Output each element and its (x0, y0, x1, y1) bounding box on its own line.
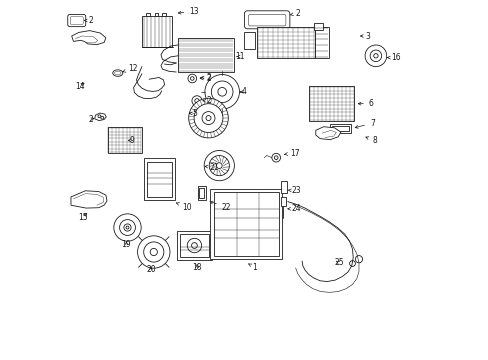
Circle shape (216, 163, 222, 168)
Bar (178, 38, 233, 72)
Text: 20: 20 (146, 266, 155, 275)
Text: 23: 23 (288, 186, 301, 195)
Circle shape (101, 116, 103, 119)
Text: 9: 9 (128, 136, 134, 145)
Circle shape (204, 75, 239, 109)
Bar (142, 16, 172, 47)
Text: 4: 4 (240, 87, 246, 96)
Circle shape (150, 248, 157, 256)
Text: 14: 14 (75, 82, 84, 91)
Circle shape (349, 261, 355, 266)
Text: 24: 24 (287, 204, 301, 213)
Circle shape (211, 81, 232, 103)
Bar (280, 197, 285, 206)
Circle shape (126, 226, 129, 229)
Text: 13: 13 (178, 7, 199, 16)
Text: 16: 16 (386, 53, 400, 62)
Text: 10: 10 (176, 202, 191, 212)
Circle shape (188, 98, 228, 138)
Bar (154, 13, 158, 16)
Circle shape (369, 50, 381, 62)
Circle shape (355, 256, 362, 263)
Text: 2: 2 (203, 96, 210, 105)
Circle shape (271, 153, 280, 162)
Text: 17: 17 (284, 149, 299, 158)
Polygon shape (72, 31, 106, 45)
Bar (147, 162, 171, 197)
Circle shape (218, 87, 226, 96)
Circle shape (274, 156, 277, 159)
Circle shape (202, 112, 215, 125)
Circle shape (204, 150, 234, 181)
Circle shape (98, 115, 101, 118)
Circle shape (209, 156, 229, 176)
Bar (313, 23, 322, 30)
Text: 25: 25 (333, 258, 343, 267)
Text: 8: 8 (365, 136, 376, 145)
Bar (213, 192, 279, 256)
Circle shape (143, 242, 163, 262)
Text: 2: 2 (200, 74, 210, 83)
Circle shape (187, 238, 201, 253)
Text: 12: 12 (122, 64, 137, 73)
Text: 11: 11 (235, 52, 244, 61)
Text: 3: 3 (360, 32, 369, 41)
Polygon shape (95, 113, 106, 121)
Circle shape (205, 116, 211, 121)
Text: 1: 1 (248, 263, 256, 272)
Circle shape (365, 45, 386, 67)
Bar (107, 127, 142, 153)
Bar (162, 13, 166, 16)
Bar (210, 189, 282, 259)
Circle shape (190, 77, 194, 80)
Bar (144, 158, 175, 200)
Text: 2: 2 (289, 9, 300, 18)
Bar (314, 27, 328, 58)
Circle shape (191, 243, 197, 248)
Text: 2: 2 (84, 16, 93, 25)
Circle shape (123, 224, 131, 231)
Bar (257, 27, 314, 58)
Bar (331, 126, 348, 131)
Circle shape (137, 236, 170, 268)
Text: 6: 6 (358, 99, 373, 108)
Text: 21: 21 (204, 163, 218, 172)
Bar (244, 32, 255, 49)
Polygon shape (315, 127, 340, 140)
Ellipse shape (113, 70, 122, 76)
Circle shape (192, 96, 202, 106)
Circle shape (194, 104, 223, 132)
Circle shape (194, 99, 199, 103)
Circle shape (120, 220, 135, 235)
Text: 2: 2 (200, 73, 210, 82)
Bar (179, 234, 209, 257)
Text: 5: 5 (189, 109, 197, 118)
Text: 18: 18 (192, 264, 202, 273)
Bar (329, 124, 350, 133)
Text: 19: 19 (122, 240, 131, 249)
Bar (309, 86, 354, 121)
Text: 7: 7 (354, 119, 374, 128)
FancyBboxPatch shape (244, 11, 289, 29)
FancyBboxPatch shape (68, 14, 85, 27)
Circle shape (373, 54, 377, 58)
Bar (280, 181, 286, 193)
Text: 22: 22 (210, 201, 231, 212)
Polygon shape (71, 191, 107, 208)
Bar (177, 231, 212, 260)
Text: 2: 2 (88, 115, 94, 124)
Text: 15: 15 (78, 213, 88, 222)
Circle shape (114, 214, 141, 241)
Bar (197, 186, 205, 200)
Circle shape (187, 74, 196, 83)
Bar (146, 13, 149, 16)
Bar (199, 188, 204, 198)
